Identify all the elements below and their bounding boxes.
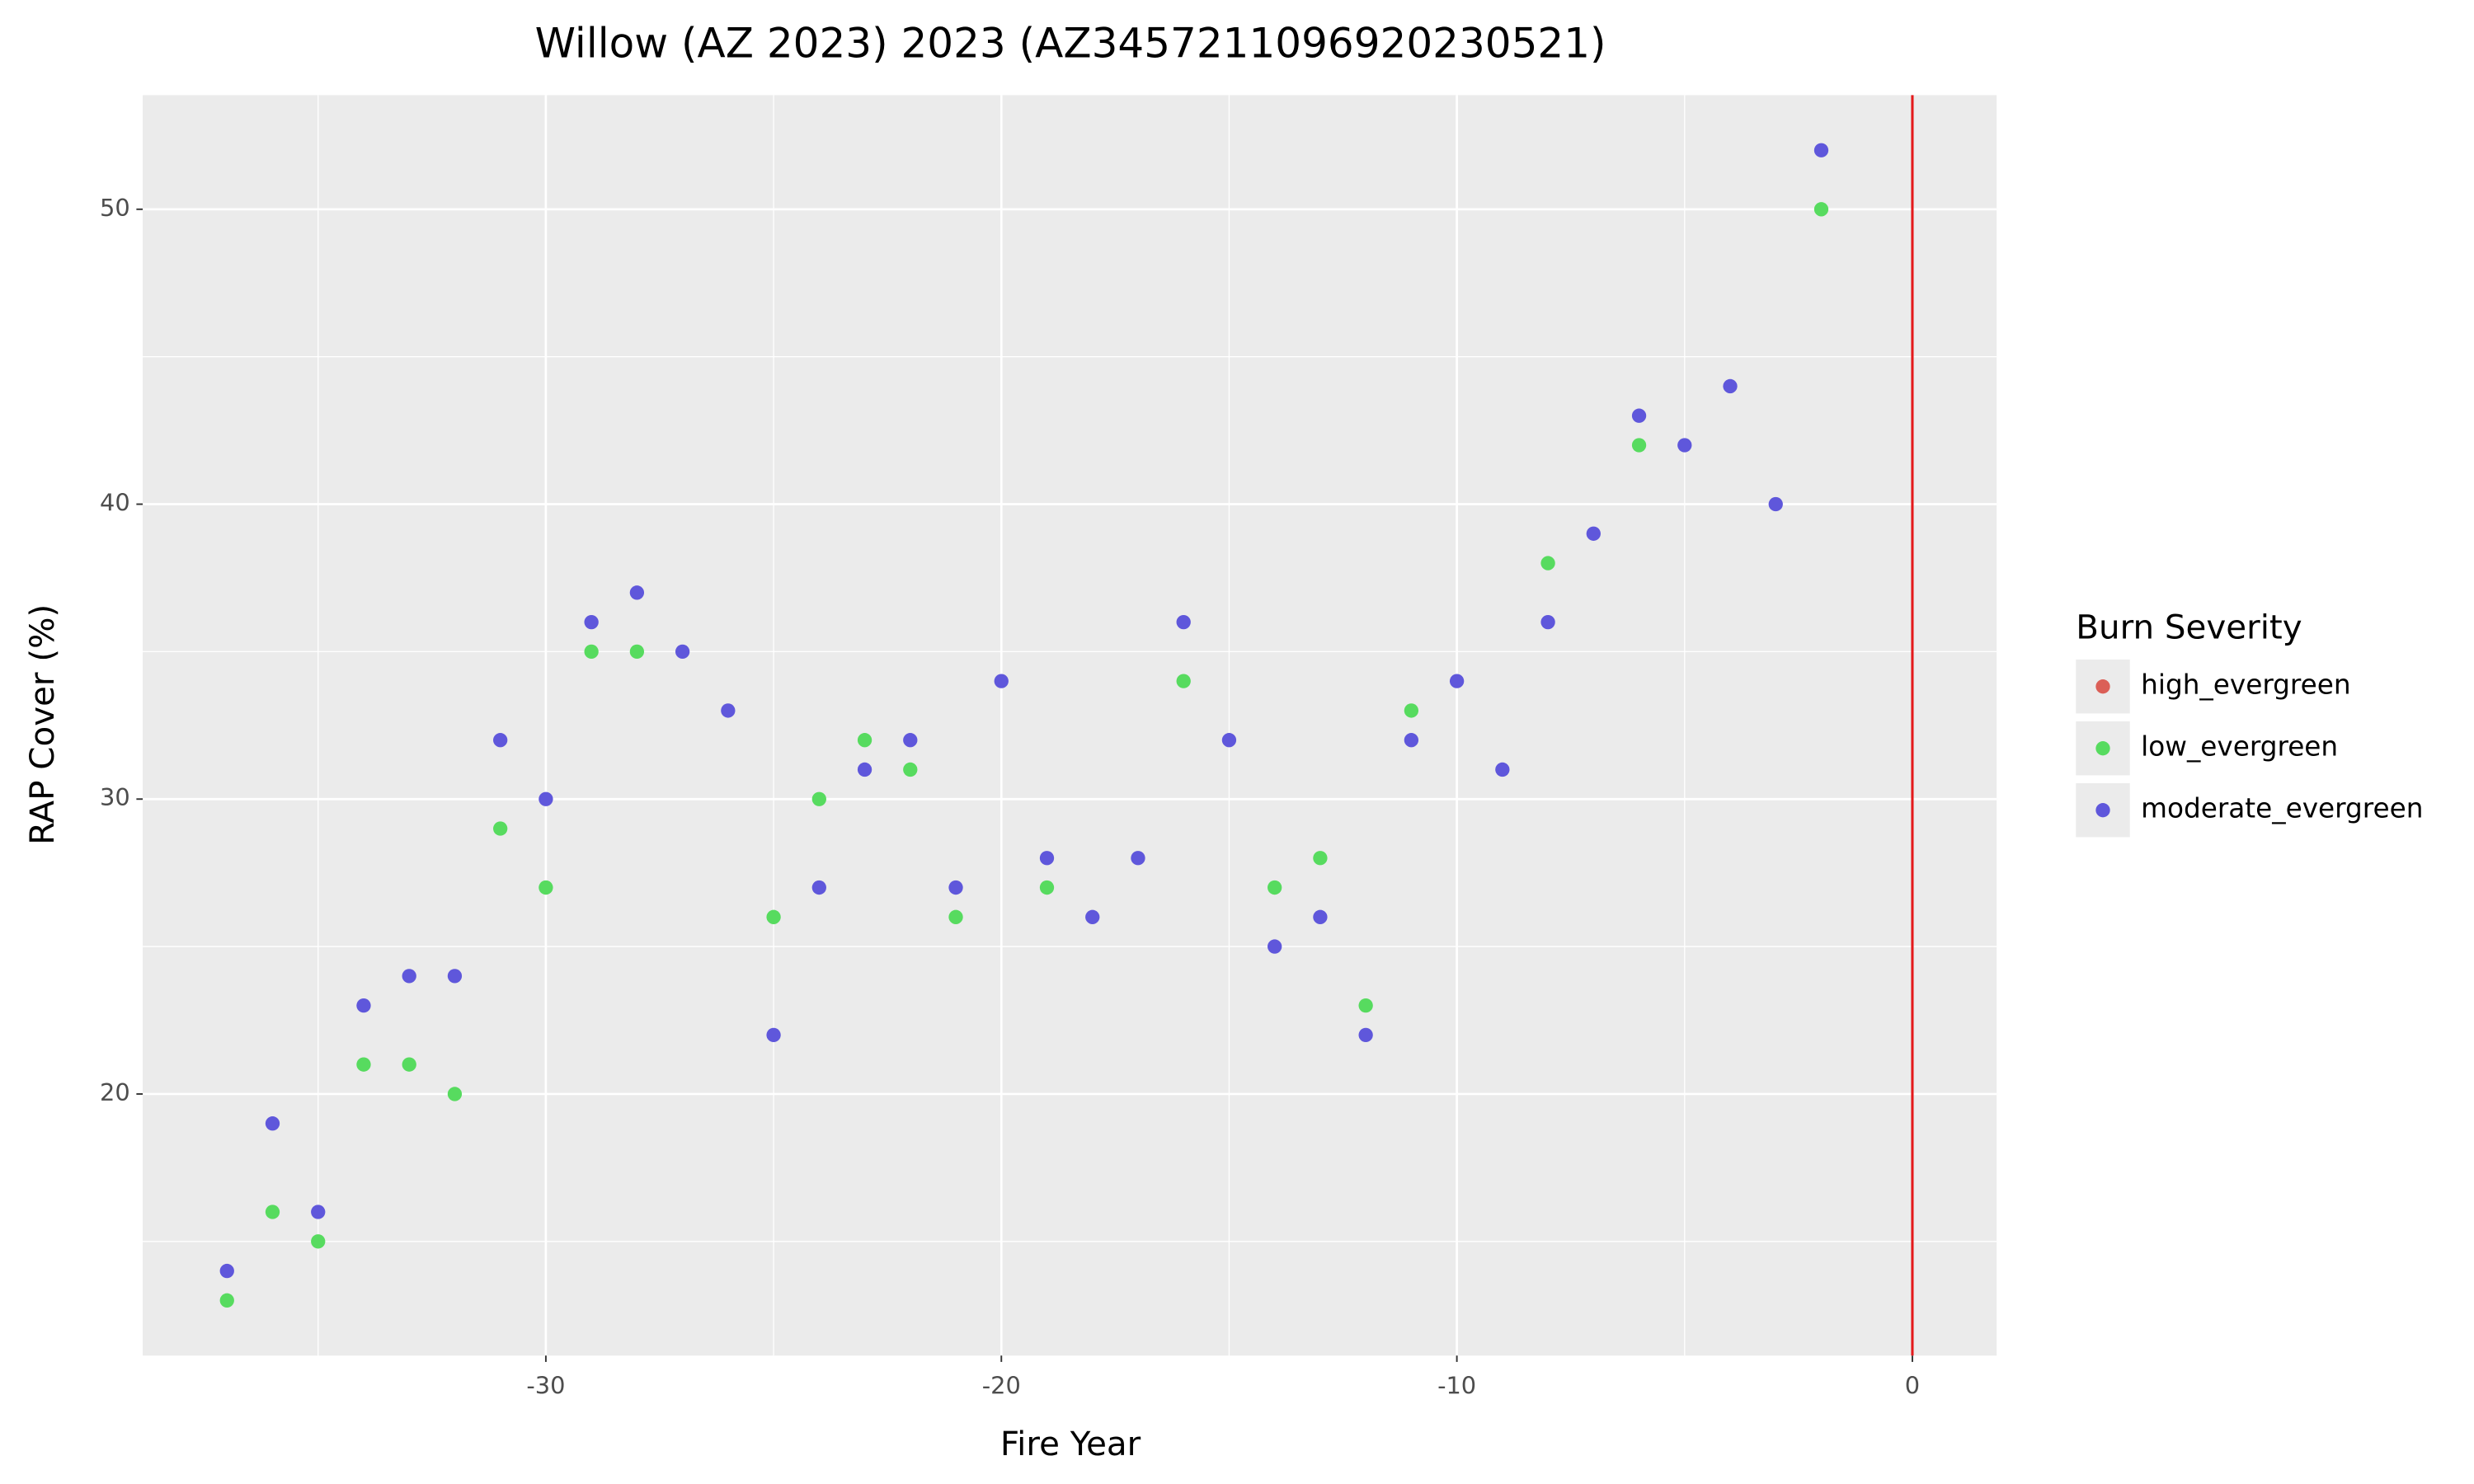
data-point — [857, 762, 872, 777]
legend-title: Burn Severity — [2076, 608, 2302, 646]
data-point — [265, 1116, 280, 1131]
data-point — [629, 585, 645, 600]
data-point — [356, 1057, 371, 1072]
data-point — [311, 1205, 326, 1219]
data-point — [219, 1293, 234, 1308]
data-point — [948, 880, 963, 895]
data-point — [1176, 674, 1191, 688]
data-point — [1813, 202, 1829, 217]
data-point — [402, 969, 416, 984]
data-point — [994, 674, 1009, 688]
data-point — [1085, 909, 1100, 924]
data-point — [1631, 438, 1647, 453]
data-point — [1358, 998, 1373, 1013]
data-point — [903, 762, 918, 777]
data-point — [1631, 408, 1647, 423]
data-point — [811, 880, 826, 895]
x-tick-label: -10 — [1437, 1372, 1476, 1400]
data-point — [857, 733, 872, 748]
data-point — [1131, 851, 1145, 866]
data-point — [1221, 733, 1237, 748]
legend-label: low_evergreen — [2141, 731, 2338, 763]
x-tick-label: 0 — [1905, 1372, 1920, 1400]
x-tick-label: -30 — [526, 1372, 565, 1400]
data-point — [1540, 614, 1555, 630]
data-point — [584, 614, 599, 630]
legend-label: moderate_evergreen — [2141, 793, 2423, 824]
data-point — [903, 733, 918, 748]
data-point — [1404, 733, 1419, 748]
data-point — [265, 1205, 280, 1219]
data-point — [766, 909, 781, 924]
y-tick-label: 20 — [100, 1078, 130, 1106]
data-point — [1449, 674, 1465, 688]
x-axis-title: Fire Year — [1000, 1425, 1141, 1463]
y-tick-label: 40 — [100, 489, 130, 517]
y-tick-label: 50 — [100, 194, 130, 222]
legend-marker — [2095, 803, 2110, 818]
data-point — [1268, 939, 1282, 954]
plot-panel — [143, 95, 1997, 1356]
data-point — [1540, 556, 1555, 571]
data-point — [402, 1057, 416, 1072]
data-point — [948, 909, 963, 924]
data-point — [447, 1087, 463, 1101]
data-point — [493, 821, 508, 836]
data-point — [811, 791, 826, 806]
data-point — [1358, 1027, 1373, 1043]
data-point — [539, 880, 553, 895]
data-point — [675, 644, 690, 660]
x-tick-label: -20 — [982, 1372, 1021, 1400]
data-point — [766, 1027, 781, 1043]
data-point — [1404, 703, 1419, 718]
data-point — [539, 791, 553, 806]
data-point — [447, 969, 463, 984]
legend-label: high_evergreen — [2141, 669, 2350, 701]
data-point — [721, 703, 736, 718]
legend-marker — [2095, 679, 2110, 694]
data-point — [1495, 762, 1510, 777]
data-point — [219, 1263, 234, 1279]
data-point — [1768, 496, 1783, 512]
data-point — [1723, 378, 1738, 394]
data-point — [1677, 438, 1692, 453]
data-point — [584, 644, 599, 660]
data-point — [1813, 143, 1829, 157]
data-point — [311, 1234, 326, 1249]
data-point — [356, 998, 371, 1013]
data-point — [1039, 851, 1055, 866]
data-point — [1313, 851, 1328, 866]
data-point — [1176, 614, 1191, 630]
data-point — [493, 733, 508, 748]
legend-marker — [2095, 741, 2110, 756]
y-tick-label: 30 — [100, 783, 130, 811]
data-point — [629, 644, 645, 660]
y-axis-title: RAP Cover (%) — [23, 604, 62, 845]
data-point — [1586, 526, 1601, 541]
data-point — [1313, 909, 1328, 924]
data-point — [1268, 880, 1282, 895]
chart-title: Willow (AZ 2023) 2023 (AZ345721109692023… — [535, 19, 1606, 67]
data-point — [1039, 880, 1055, 895]
